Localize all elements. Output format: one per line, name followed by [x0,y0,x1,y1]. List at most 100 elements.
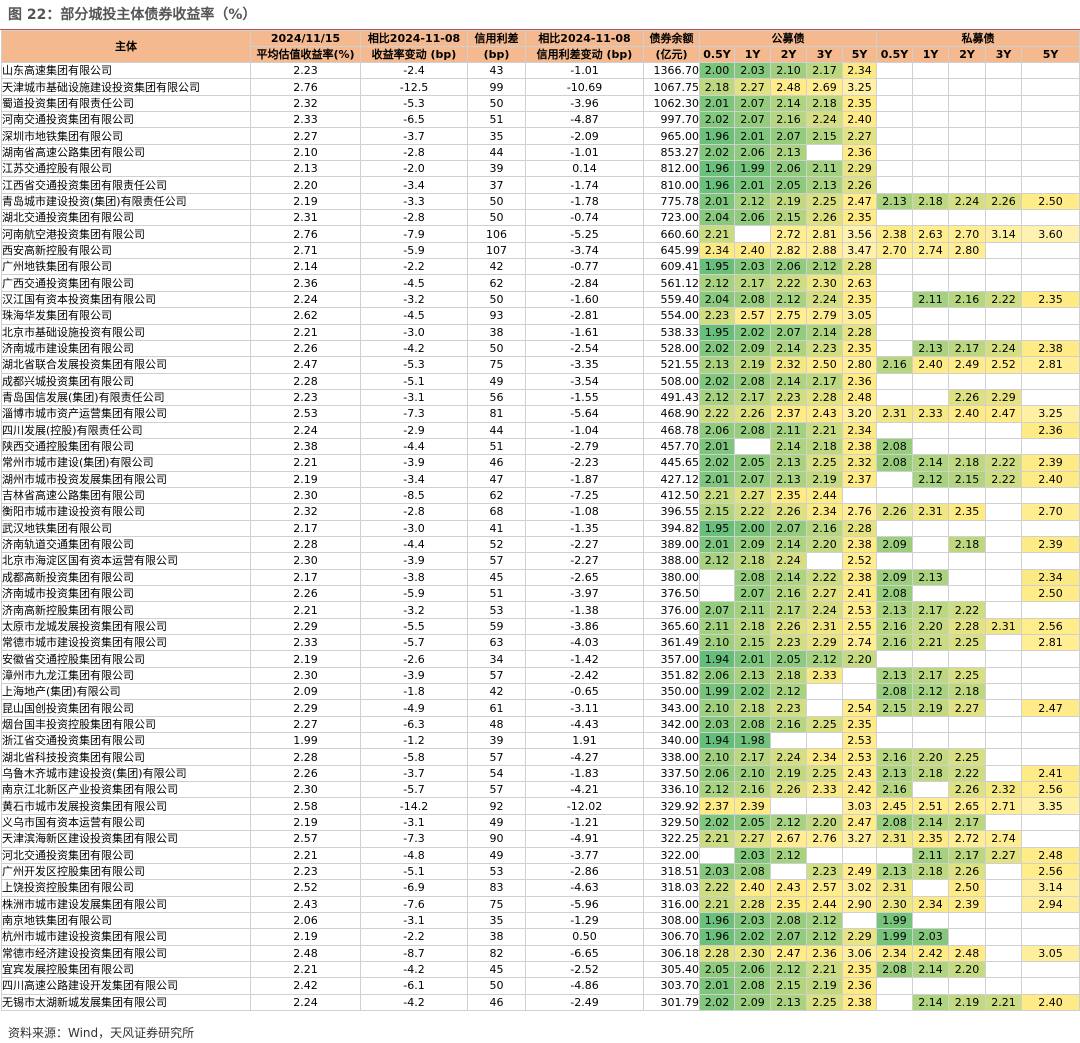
public-yield-cell: 2.40 [734,879,771,897]
spread-change: -7.25 [525,486,644,505]
yield-change: -5.3 [360,356,468,374]
public-yield-cell: 2.01 [734,127,771,145]
public-yield-cell: 2.12 [699,781,735,799]
private-yield-cell: 2.08 [876,454,914,472]
public-yield-cell: 2.08 [734,862,771,881]
bond-balance: 1366.70 [643,61,700,80]
private-yield-cell [1021,274,1080,292]
private-yield-cell [912,486,950,505]
avg-yield: 2.47 [250,356,361,374]
private-yield-cell: 1.99 [876,911,914,930]
private-yield-cell [948,176,987,194]
spread-change: -6.65 [525,944,644,962]
private-yield-cell: 2.34 [912,895,950,913]
issuer-name: 烟台国丰投资控股集团有限公司 [1,715,251,734]
table-row: 广州地铁集团有限公司 2.14 -2.2 42 -0.77 609.41 1.95 2.03 2… [1,258,1080,276]
public-yield-cell: 2.10 [770,61,807,80]
private-yield-cell [1021,209,1080,227]
issuer-name: 上饶投资控股集团有限公司 [1,879,251,897]
credit-spread: 107 [467,241,526,260]
public-yield-cell: 1.96 [699,160,735,178]
table-row: 湖州市城市投资发展集团有限公司 2.19 -3.4 47 -1.87 427.12 2.01… [1,470,1080,488]
issuer-name: 常德市经济建设投资集团有限公司 [1,944,251,962]
public-yield-cell: 2.67 [770,830,807,848]
table-row: 济南城市投资集团有限公司 2.26 -5.9 51 -3.97 376.50 2.07 2.1… [1,584,1080,603]
issuer-name: 济南城市建设集团有限公司 [1,339,251,358]
public-yield-cell: 2.38 [841,437,878,456]
public-yield-cell: 2.24 [770,748,807,766]
table-row: 株洲市城市建设发展集团有限公司 2.43 -7.6 75 -5.96 316.00 2.21… [1,895,1080,913]
private-yield-cell [985,879,1023,897]
public-yield-cell: 2.01 [699,470,735,488]
private-yield-cell [948,160,987,178]
public-yield-cell: 2.36 [841,372,878,390]
bond-balance: 508.00 [643,372,700,390]
public-yield-cell: 2.48 [841,388,878,407]
public-yield-cell: 2.40 [841,111,878,129]
credit-spread: 51 [467,584,526,603]
private-yield-cell: 2.51 [912,797,950,815]
private-yield-cell: 2.16 [876,356,914,374]
spread-change: -1.08 [525,503,644,521]
private-yield-cell: 2.38 [1021,339,1080,358]
public-yield-cell: 2.07 [734,94,771,113]
private-yield-cell: 2.26 [948,781,987,799]
public-yield-cell: 2.14 [806,323,843,341]
private-yield-cell [948,421,987,439]
private-yield-cell [948,911,987,930]
private-yield-cell [985,895,1023,913]
avg-yield: 2.27 [250,715,361,734]
table-row: 成都高新投资集团有限公司 2.17 -3.8 45 -2.65 380.00 2.08 2.1… [1,568,1080,587]
spread-change: 0.14 [525,160,644,178]
yield-change: -4.9 [360,699,468,717]
yield-change: -3.9 [360,666,468,685]
private-yield-cell: 2.26 [985,192,1023,211]
issuer-name: 无锡市太湖新城发展集团有限公司 [1,993,251,1011]
public-yield-cell: 2.15 [770,209,807,227]
public-yield-cell: 2.07 [770,928,807,946]
bond-balance: 303.70 [643,977,700,995]
credit-spread: 49 [467,372,526,390]
issuer-name: 乌鲁木齐城市建设投资(集团)有限公司 [1,764,251,783]
private-yield-cell [876,274,914,292]
private-yield-cell: 2.26 [948,862,987,881]
public-yield-cell: 2.23 [770,634,807,652]
public-yield-cell: 2.47 [841,192,878,211]
avg-yield: 2.53 [250,405,361,423]
private-yield-cell [948,437,987,456]
issuer-name: 济南高新控股集团有限公司 [1,601,251,619]
spread-change: -2.27 [525,535,644,554]
private-yield-cell [912,127,950,145]
table-row: 宜宾发展控股集团有限公司 2.21 -4.2 45 -2.52 305.40 2.05 2.0… [1,960,1080,979]
private-yield-cell: 2.39 [1021,535,1080,554]
private-yield-cell: 2.13 [912,339,950,358]
yield-change: -4.2 [360,339,468,358]
credit-spread: 50 [467,339,526,358]
yield-change: -14.2 [360,797,468,815]
avg-yield: 2.21 [250,846,361,864]
issuer-name: 昆山国创投资集团有限公司 [1,699,251,717]
public-yield-cell: 2.13 [699,356,735,374]
public-yield-cell: 2.05 [734,813,771,832]
table-row: 广州开发区控股集团有限公司 2.23 -5.1 53 -2.86 318.51 2.03 2.… [1,862,1080,881]
public-yield-cell: 2.76 [841,503,878,521]
public-yield-cell: 2.41 [841,584,878,603]
private-yield-cell [912,111,950,129]
private-yield-cell: 2.40 [1021,993,1080,1011]
public-yield-cell: 2.03 [699,862,735,881]
private-yield-cell [1021,111,1080,129]
avg-yield: 2.23 [250,862,361,881]
yield-change: -4.8 [360,846,468,864]
credit-spread: 106 [467,225,526,243]
yield-change: -5.5 [360,617,468,636]
public-yield-cell: 2.01 [699,535,735,554]
issuer-name: 青岛城市建设投资(集团)有限责任公司 [1,192,251,211]
avg-yield: 2.76 [250,78,361,96]
table-row: 深圳市地铁集团有限公司 2.27 -3.7 35 -2.09 965.00 1.96 2.01… [1,127,1080,145]
private-yield-cell [985,650,1023,668]
private-yield-cell [1021,601,1080,619]
yield-change: -3.7 [360,764,468,783]
private-yield-cell: 2.20 [912,617,950,636]
public-yield-cell: 2.22 [806,568,843,587]
credit-spread: 62 [467,274,526,292]
